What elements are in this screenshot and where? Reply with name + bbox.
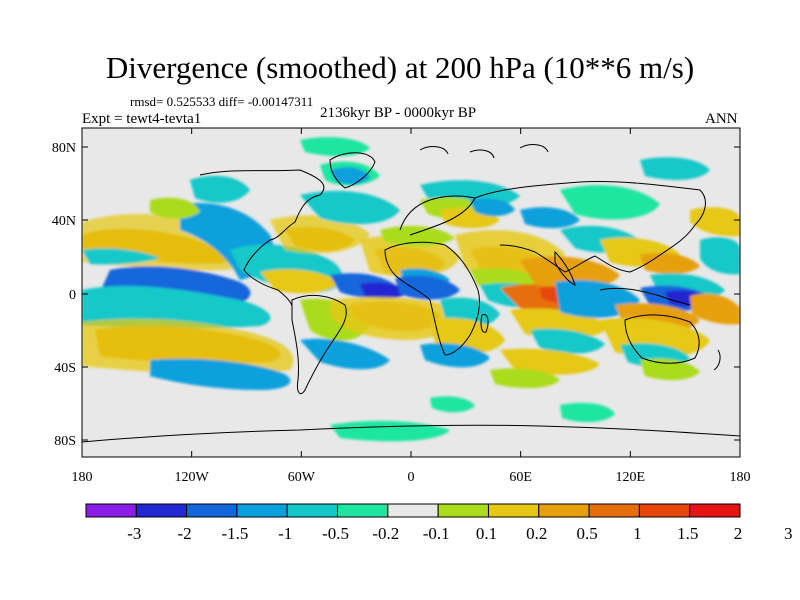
patch-yellow-spac [82,318,294,375]
patch-green-south-ocean-mid [430,396,475,413]
colorbar-box [85,503,137,518]
patch-blue-africa [395,275,460,300]
colorbar-label: 1 [633,524,642,543]
period-label: 2136kyr BP - 0000kyr BP [320,105,477,121]
patch-green-south-ocean-east [560,402,615,423]
colorbar-boxes [85,503,741,518]
patch-cyan-satl [300,338,390,370]
coast-africa [384,241,481,356]
patch-cyan-io-south [530,328,605,354]
patch-orange-epac-east [690,293,740,325]
colorbar-label: -0.1 [423,524,450,543]
coast-north-america [199,169,325,307]
colorbar-box [236,503,288,518]
coast-indonesia [599,287,691,306]
colorbar-box [186,503,238,518]
colorbar-labels: -3 -2 -1.5 -1 -0.5 -0.2 -0.1 0.1 0.2 0.5 1 1.5 2 3 [127,524,792,543]
colorbar-box [337,503,389,518]
colorbar-label: -3 [127,524,141,543]
patch-cyan-spac-south [150,358,291,390]
colorbar-box [135,503,188,518]
colorbar-label: 1.5 [677,524,698,543]
lat-tick-label: 40S [54,361,76,376]
lat-tick-label: 80S [54,434,76,449]
colorbar-box [437,503,489,518]
colorbar-box [286,503,339,518]
colorbar-label: 3 [784,524,793,543]
coast-arctic-islands [419,144,549,159]
lon-tick-label: 120W [175,470,210,485]
patch-green-asia-north [560,185,660,220]
season-label: ANN [705,111,738,127]
patch-yellow-natl [270,215,370,254]
stats-text: rmsd= 0.525533 diff= -0.00147311 [130,94,314,109]
axis-ticks [81,128,741,457]
patch-cyan-natl-mid [300,190,400,225]
colorbar-label: -0.5 [322,524,349,543]
colorbar-label: 0.2 [526,524,547,543]
patch-cyan-eqpac-wide [82,285,271,329]
patch-navy-atl [360,282,410,299]
map-field [82,128,740,457]
colorbar-label: 0.1 [476,524,497,543]
coast-madagascar [480,313,489,333]
coast-antarctica [82,424,740,443]
patch-yellow-carib [260,269,340,294]
experiment-label: Expt = tewt4-tevta1 [82,111,202,127]
patch-cyan-north-pac [190,175,250,203]
lat-tick-label: 80N [52,141,76,156]
patch-yellow-nafrica [360,235,460,277]
colorbar-label: -1.5 [221,524,248,543]
patch-cyan-siberia-east [520,207,580,229]
lon-tick-label: 60E [509,470,532,485]
patch-yellow-south-io [500,348,600,375]
lon-tick-label: 0 [408,470,415,485]
colorbar-box [538,503,590,518]
colorbar-box [689,503,741,518]
colorbar-label: -2 [178,524,192,543]
lon-tick-label: 60W [288,470,316,485]
patch-green-aus [640,358,700,381]
colorbar-label: 0.5 [576,524,597,543]
colorbar-box [638,503,691,518]
patch-cyan-npac-north [82,248,160,265]
coast-australia [624,314,700,364]
coast-greenland [329,152,376,189]
plot-title: Divergence (smoothed) at 200 hPa (10**6 … [105,50,695,85]
lon-tick-label: 180 [730,470,751,485]
coast-new-zealand [713,349,721,371]
axis-tick-labels: 80N 40N 0 40S 80S 180 120W 60W 0 60E 120E 180 [52,141,751,485]
patch-cyan-east-edge [700,237,740,275]
lat-tick-label: 40N [52,214,76,229]
patch-blue-europe [470,198,515,217]
patch-green-south-io [490,368,560,389]
colorbar-label: 2 [734,524,743,543]
patch-cyan-north-asia [640,157,710,180]
field-patches [82,137,740,442]
colorbar-label: -1 [278,524,292,543]
colorbar-box [588,503,640,518]
lat-tick-label: 0 [69,288,76,303]
coast-south-america [291,294,347,395]
lon-tick-label: 180 [72,470,93,485]
patch-green-north-pac [150,197,200,219]
patch-yellow-satl [330,296,463,340]
patch-cyan-safrica-south [420,343,490,368]
colorbar-label: -0.2 [372,524,399,543]
colorbar-box [487,503,540,518]
coast-india [554,250,576,286]
patch-green-sahara [380,225,455,247]
coast-asia [474,181,706,273]
colorbar-box [387,503,439,518]
coastlines [82,144,740,443]
lon-tick-label: 120E [616,470,646,485]
patch-green-arctic [300,137,370,157]
